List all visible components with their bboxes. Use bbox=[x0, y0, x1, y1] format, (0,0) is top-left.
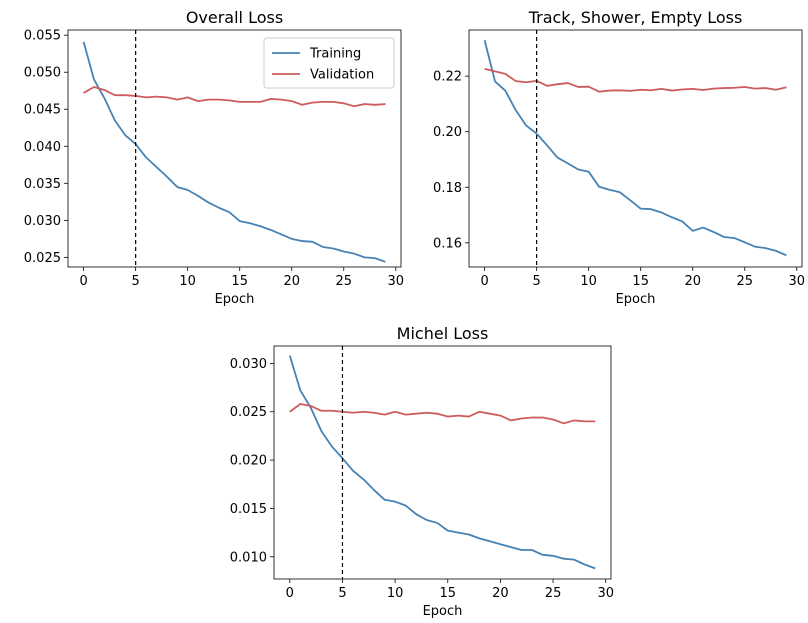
x-tick-label: 30 bbox=[388, 274, 405, 289]
y-tick-label: 0.055 bbox=[24, 29, 61, 44]
chart-panel-1: Overall Loss 0 5 10 15 20 25 30 0.025 0.030 0.035 0… bbox=[24, 8, 404, 307]
y-tick-label: 0.015 bbox=[230, 502, 267, 517]
x-axis-label: Epoch bbox=[616, 292, 656, 307]
x-tick-label: 25 bbox=[545, 586, 562, 601]
chart-title: Overall Loss bbox=[186, 8, 283, 27]
chart-panel-2: Track, Shower, Empty Loss 0 5 10 15 20 25 30 0.1… bbox=[433, 8, 805, 307]
x-tick-label: 0 bbox=[79, 274, 87, 289]
y-tick-label: 0.025 bbox=[24, 251, 61, 266]
x-tick-label: 15 bbox=[439, 586, 456, 601]
x-tick-label: 10 bbox=[387, 586, 404, 601]
x-tick-label: 5 bbox=[338, 586, 346, 601]
y-tick-label: 0.18 bbox=[433, 181, 462, 196]
chart-title: Michel Loss bbox=[397, 324, 489, 343]
y-tick-label: 0.010 bbox=[230, 550, 267, 565]
x-tick-label: 20 bbox=[492, 586, 509, 601]
y-tick-label: 0.030 bbox=[230, 357, 267, 372]
x-tick-label: 30 bbox=[597, 586, 614, 601]
series-line-validation bbox=[484, 68, 787, 93]
series-line-validation bbox=[83, 86, 386, 108]
x-tick-label: 25 bbox=[335, 274, 352, 289]
series-line-training bbox=[483, 40, 787, 257]
y-tick-label: 0.020 bbox=[230, 454, 267, 469]
plot-frame bbox=[468, 29, 803, 268]
x-tick-label: 15 bbox=[231, 274, 248, 289]
y-tick-label: 0.045 bbox=[24, 103, 61, 118]
x-tick-label: 5 bbox=[533, 274, 541, 289]
y-tick-label: 0.025 bbox=[230, 405, 267, 420]
y-tick-label: 0.22 bbox=[433, 70, 462, 85]
x-axis-label: Epoch bbox=[215, 292, 255, 307]
series-line-validation bbox=[289, 403, 596, 425]
x-tick-label: 20 bbox=[684, 274, 701, 289]
plot-frame bbox=[67, 29, 402, 268]
y-tick-label: 0.030 bbox=[24, 214, 61, 229]
legend-label-validation: Validation bbox=[310, 68, 374, 83]
legend-box bbox=[263, 37, 395, 89]
x-tick-label: 20 bbox=[283, 274, 300, 289]
legend-label-training: Training bbox=[309, 47, 361, 62]
x-tick-label: 15 bbox=[632, 274, 649, 289]
x-tick-label: 0 bbox=[480, 274, 488, 289]
x-axis-label: Epoch bbox=[423, 604, 463, 619]
series-line-training bbox=[288, 355, 596, 570]
x-tick-label: 5 bbox=[132, 274, 140, 289]
chart-title: Track, Shower, Empty Loss bbox=[528, 8, 743, 27]
y-tick-label: 0.20 bbox=[433, 125, 462, 140]
x-tick-label: 10 bbox=[179, 274, 196, 289]
x-tick-label: 25 bbox=[736, 274, 753, 289]
chart-panel-3: Michel Loss 0 5 10 15 20 25 30 0.010 0.015 0.020 0.… bbox=[230, 324, 614, 619]
y-tick-label: 0.16 bbox=[433, 236, 462, 251]
y-tick-label: 0.050 bbox=[24, 66, 61, 81]
plot-frame bbox=[273, 345, 612, 580]
series-line-training bbox=[82, 41, 386, 263]
y-tick-label: 0.040 bbox=[24, 140, 61, 155]
legend: Training Validation bbox=[263, 37, 395, 89]
x-tick-label: 10 bbox=[580, 274, 597, 289]
x-tick-label: 0 bbox=[286, 586, 294, 601]
y-tick-label: 0.035 bbox=[24, 177, 61, 192]
x-tick-label: 30 bbox=[789, 274, 806, 289]
